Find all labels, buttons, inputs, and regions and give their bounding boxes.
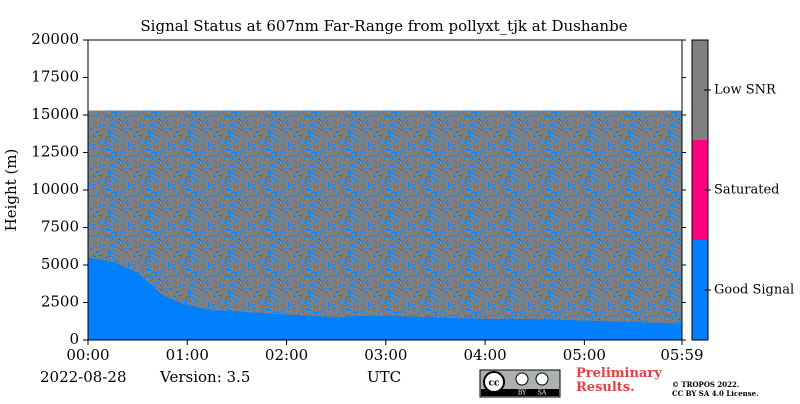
colorbar-label: Low SNR xyxy=(714,83,777,98)
x-tick-label: 01:00 xyxy=(166,346,209,364)
y-tick-label: 0 xyxy=(69,330,79,348)
colorbar-segment xyxy=(692,240,708,340)
good-signal-area xyxy=(88,257,682,340)
y-tick-label: 20000 xyxy=(31,30,79,48)
low-snr-region xyxy=(88,110,682,340)
y-tick-label: 17500 xyxy=(31,68,79,86)
badge-cc: cc xyxy=(489,379,500,389)
x-tick-label: 03:00 xyxy=(364,346,407,364)
license: CC BY SA 4.0 License. xyxy=(672,389,759,398)
y-tick-label: 5000 xyxy=(41,255,79,273)
x-axis-label: UTC xyxy=(367,368,401,386)
y-tick-label: 10000 xyxy=(31,180,79,198)
copyright: © TROPOS 2022. xyxy=(672,380,739,389)
y-axis-label: Height (m) xyxy=(2,149,20,232)
y-tick-label: 12500 xyxy=(31,143,79,161)
colorbar-segment xyxy=(692,40,708,140)
x-tick-label: 05:59 xyxy=(660,346,703,364)
x-tick-label: 04:00 xyxy=(463,346,506,364)
badge-strip xyxy=(481,389,559,396)
x-tick-label: 02:00 xyxy=(265,346,308,364)
badge-by-icon xyxy=(515,372,529,386)
preliminary-box: Preliminary Results. xyxy=(576,367,662,395)
version: Version: 3.5 xyxy=(159,368,250,386)
x-tick-label: 05:00 xyxy=(563,346,606,364)
badge-sa-icon xyxy=(535,372,549,386)
colorbar-segment xyxy=(692,140,708,240)
colorbar-label: Good Signal xyxy=(714,283,794,298)
badge-circle xyxy=(483,371,505,393)
preliminary: Preliminary Results. xyxy=(576,367,662,395)
y-tick-label: 15000 xyxy=(31,105,79,123)
badge-by: BY xyxy=(518,390,527,397)
y-tick-label: 2500 xyxy=(41,293,79,311)
date: 2022-08-28 xyxy=(40,368,126,386)
colorbar-label: Saturated xyxy=(714,183,779,198)
x-tick-label: 00:00 xyxy=(66,346,109,364)
colorbar-frame xyxy=(691,39,709,341)
badge-sa: SA xyxy=(538,390,547,397)
chart-title: Signal Status at 607nm Far-Range from po… xyxy=(140,17,627,35)
y-tick-label: 7500 xyxy=(41,218,79,236)
license-badge: cc BY SA xyxy=(479,369,561,398)
